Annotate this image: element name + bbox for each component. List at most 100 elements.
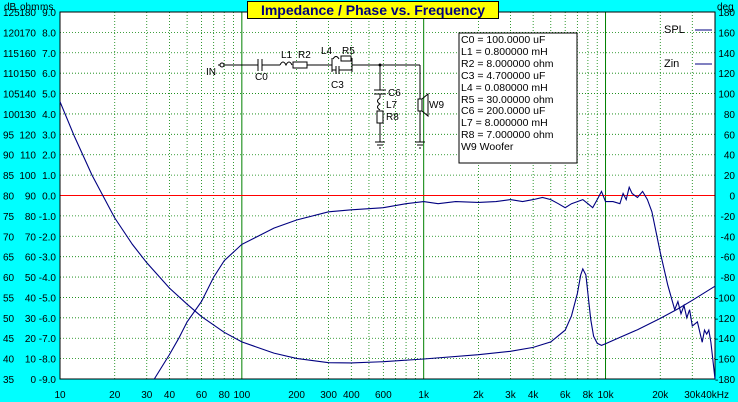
y-tick-label-ms: 1.0 [42,171,56,182]
x-tick-label: 20 [109,390,121,401]
y-tick-label-deg: 120 [718,69,735,80]
y-tick-label-deg: -40 [721,232,736,243]
parameter-list: C0 = 100.0000 uF L1 = 0.800000 mH R2 = 8… [461,34,577,154]
x-tick-label: 10 [54,390,66,401]
y-tick-label-ms: 7.0 [42,49,56,60]
series-line-zin [59,101,716,364]
x-tick-label: 80 [219,390,231,401]
y-tick-label-deg: -20 [721,212,736,223]
y-tick-label-ohm: 140 [19,90,36,101]
y-tick-label-ms: 3.0 [42,130,56,141]
y-tick-label-ms: 2.0 [42,151,56,162]
y-tick-label-db: 90 [3,151,15,162]
y-tick-label-deg: -80 [721,273,736,284]
axis-header-deg: deg [717,2,734,13]
y-tick-label-ohm: 50 [25,273,37,284]
y-tick-label-ms: 4.0 [42,110,56,121]
y-tick-label-deg: -120 [715,314,735,325]
y-tick-label-deg: 20 [724,171,736,182]
x-tick-label: 2k [473,390,485,401]
y-tick-label-ms: -7.0 [39,334,57,345]
axis-header-ms: ms [40,2,54,13]
parameter-line: C6 = 200.0000 uF [461,105,546,118]
y-tick-label-ohm: 120 [19,130,36,141]
parameter-line: W9 Woofer [461,141,514,154]
x-tick-label: 300 [320,390,337,401]
label-c6: C6 [388,88,401,99]
label-c3: C3 [331,80,344,91]
y-tick-label-db: 110 [3,69,19,80]
axis-header-ohm: ohm [20,2,40,13]
y-tick-label-deg: -60 [721,253,736,264]
resistor-r5-symbol [340,55,352,62]
y-tick-label-db: 70 [3,232,15,243]
x-tick-label: 8k [583,390,595,401]
y-tick-label-ohm: 100 [19,171,36,182]
chart-title: Impedance / Phase vs. Frequency [247,1,499,19]
y-tick-label-deg: 180 [718,8,735,19]
x-tick-label: 400 [343,390,360,401]
y-tick-label-ms: -4.0 [39,273,57,284]
parameter-line: R8 = 7.000000 ohm [461,129,554,142]
y-tick-label-deg: 140 [718,49,735,60]
parameter-line: L4 = 0.080000 mH [461,81,548,94]
y-tick-label-deg: -180 [715,375,735,386]
y-tick-label-deg: -160 [715,355,735,366]
resistor-r2-symbol [292,61,308,69]
y-tick-label-ohm: 30 [25,314,37,325]
inductor-l4-symbol [332,56,340,60]
y-tick-label-db: 80 [3,192,15,203]
y-tick-label-db: 105 [3,90,20,101]
x-tick-label: 200 [288,390,305,401]
y-tick-label-ohm: 10 [25,355,37,366]
y-tick-label-ohm: 70 [25,232,37,243]
label-r8: R8 [386,112,399,123]
x-tick-label: 4k [528,390,540,401]
y-tick-label-ohm: 160 [19,49,36,60]
label-r5: R5 [342,46,355,57]
y-tick-label-db: 65 [3,253,15,264]
y-tick-label-db: 120 [3,28,20,39]
y-tick-label-deg: 80 [724,110,736,121]
y-tick-label-ohm: 150 [19,69,36,80]
parameter-line: C0 = 100.0000 uF [461,34,546,46]
resistor-r8-symbol [376,110,384,124]
y-tick-label-db: 85 [3,171,15,182]
label-r2: R2 [298,50,311,61]
y-tick-label-ohm: 110 [20,151,36,162]
y-tick-label-deg: 60 [724,130,736,141]
y-tick-label-ohm: 20 [25,334,37,345]
y-tick-label-db: 125 [3,8,20,19]
legend-spl-label: SPL [664,24,685,36]
y-tick-label-db: 40 [3,355,15,366]
y-tick-label-db: 45 [3,334,15,345]
y-tick-label-ohm: 60 [25,253,37,264]
y-tick-label-ms: 9.0 [42,8,56,19]
x-tick-label: 40 [164,390,176,401]
y-tick-label-ms: -8.0 [39,355,57,366]
y-tick-label-deg: 0 [729,192,735,203]
y-tick-label-ms: -1.0 [39,212,57,223]
parameter-line: L1 = 0.800000 mH [461,45,548,58]
axis-tick-labels: 10 20 30 40 60 80 100 200 300 400 600 1k 2k 3k 4k 6k 8k 1… [3,8,735,401]
crossover-schematic: IN C0 L1 R2 L4 R5 C3 C6 L7 R8 W9 [206,46,444,149]
y-tick-label-ohm: 90 [25,192,37,203]
y-tick-label-deg: -100 [715,293,735,304]
x-tick-label: 600 [375,390,392,401]
inductor-l7-symbol [377,97,381,111]
y-tick-label-ms: -3.0 [39,253,57,264]
y-tick-label-ms: 0.0 [42,192,56,203]
y-tick-label-ms: -6.0 [39,314,57,325]
y-tick-label-deg: 100 [718,90,735,101]
parameter-line: R2 = 8.000000 ohm [461,57,554,70]
label-l1: L1 [281,50,293,61]
y-tick-label-deg: -140 [715,334,735,345]
x-tick-label: 30k [684,390,701,401]
y-tick-label-db: 115 [3,49,19,60]
y-tick-label-ohm: 40 [25,293,37,304]
y-tick-label-ohm: 170 [19,28,36,39]
parameter-line: C3 = 4.700000 uF [461,69,546,82]
y-tick-label-db: 50 [3,314,15,325]
x-tick-label: 100 [233,390,250,401]
